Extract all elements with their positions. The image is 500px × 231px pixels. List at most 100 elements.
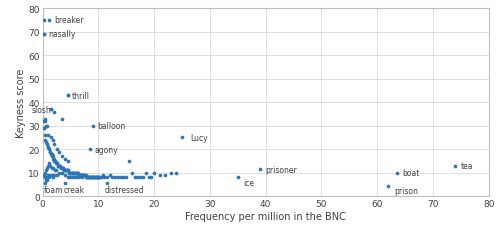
Point [80,173,88,177]
Point [40,127,48,130]
Text: nasally: nasally [48,30,76,39]
Point [52,162,60,165]
Point [48,155,56,158]
Point [52,162,60,165]
Point [58,117,66,121]
Point [122,176,130,179]
Point [40,127,48,130]
Point [74,171,82,175]
Point [128,171,136,175]
Point [51,169,59,173]
Point [172,171,180,175]
Point [44,134,52,137]
Point [46,176,54,179]
Point [87,176,95,179]
Point [53,162,61,165]
Point [64,94,72,97]
Point [111,176,119,179]
Point [256,168,264,171]
Point [89,176,97,179]
Point [88,176,96,179]
Point [78,173,86,177]
Point [60,169,68,173]
Point [47,173,55,177]
Point [40,173,48,177]
Point [234,176,242,179]
Point [116,176,124,179]
Point [66,171,74,175]
Point [43,143,51,147]
Point [70,171,78,175]
Text: prison: prison [394,186,418,195]
Point [75,173,83,177]
Point [91,176,99,179]
Point [48,176,56,179]
Point [46,19,54,23]
Point [43,167,51,170]
Point [94,176,102,179]
Point [81,173,89,177]
Point [48,155,56,158]
Point [58,167,66,170]
Point [50,159,58,163]
Point [50,143,58,147]
Point [392,171,400,175]
Point [80,173,88,177]
Point [44,145,52,149]
Point [66,176,74,179]
Point [59,167,67,170]
Point [96,176,104,179]
Point [68,171,76,175]
Point [73,171,81,175]
Point [51,159,59,163]
Point [62,169,70,173]
Point [46,150,54,154]
Point [70,171,78,175]
Point [108,176,116,179]
Text: ice: ice [244,178,254,187]
Point [90,176,98,179]
Text: breaker: breaker [54,16,84,25]
Point [62,169,70,173]
Point [52,159,60,163]
Point [125,159,133,163]
Point [80,173,88,177]
Point [56,164,64,168]
Point [72,176,80,179]
Point [120,176,128,179]
Point [88,176,96,179]
Point [76,173,84,177]
Point [44,148,52,151]
Point [86,176,94,179]
Point [61,173,69,177]
Point [47,108,55,112]
Point [82,173,90,177]
Point [41,117,49,121]
Point [86,148,94,151]
Point [156,173,164,177]
Point [58,171,66,175]
Text: foam: foam [44,185,63,194]
Point [89,124,97,128]
Point [106,173,114,177]
Point [148,176,156,179]
Point [102,182,110,185]
Point [42,178,50,182]
Point [78,173,86,177]
Point [92,176,100,179]
Point [62,169,70,173]
Point [55,164,63,168]
Text: agony: agony [94,145,118,154]
Point [49,157,57,161]
Point [58,167,66,170]
Point [68,171,76,175]
Point [64,169,72,173]
Point [56,164,64,168]
Point [74,171,82,175]
Point [77,173,85,177]
Text: Lucy: Lucy [190,133,208,142]
Text: prisoner: prisoner [266,165,298,174]
Point [42,141,50,144]
Point [46,150,54,154]
Point [90,176,98,179]
